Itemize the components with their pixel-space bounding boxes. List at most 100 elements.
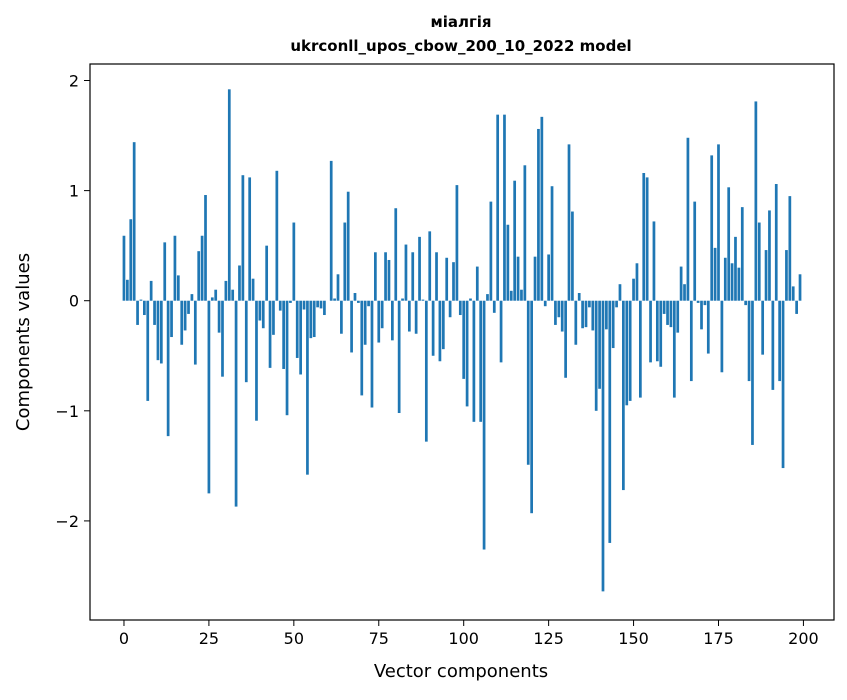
bar [448, 300, 452, 318]
bar [357, 300, 360, 303]
bar [173, 235, 177, 301]
bar [418, 236, 421, 301]
bar [207, 300, 211, 494]
bar [689, 300, 693, 382]
bar [475, 266, 479, 301]
x-tick-label: 175 [703, 629, 734, 648]
bar [384, 252, 387, 301]
bar [217, 300, 221, 333]
bar [771, 300, 775, 390]
y-tick-label: 1 [69, 182, 79, 201]
bar [591, 300, 595, 331]
plot-frame [89, 63, 835, 621]
bar [598, 300, 601, 389]
bar [190, 294, 194, 301]
bar [601, 300, 605, 592]
bar [642, 173, 646, 301]
bar [319, 300, 323, 309]
bar [795, 300, 798, 314]
bar [740, 207, 744, 301]
x-tick-label: 125 [533, 629, 564, 648]
bar [251, 278, 255, 301]
bar [407, 300, 411, 332]
bar [299, 300, 302, 375]
bar [774, 184, 778, 301]
bar [306, 300, 309, 475]
bar [645, 177, 649, 301]
bar [200, 235, 204, 301]
bar [255, 300, 258, 421]
bar [126, 279, 129, 301]
bar [452, 262, 455, 301]
chart-title: міалгія [430, 13, 491, 31]
bar [411, 252, 415, 301]
bar [526, 300, 530, 465]
bar [581, 300, 584, 329]
bar [564, 300, 567, 378]
bar [744, 300, 748, 306]
bar [554, 300, 557, 325]
bar [241, 175, 245, 301]
bar [374, 252, 377, 301]
bar [445, 257, 449, 301]
bar [479, 300, 483, 422]
y-tick-label: −2 [55, 512, 79, 531]
bar [751, 300, 754, 445]
bar [197, 251, 201, 301]
bar [210, 297, 214, 301]
bar [533, 256, 537, 301]
x-axis: 0 25 50 75 100 125 150 175 200 [119, 620, 819, 648]
bar [622, 300, 625, 491]
bar [397, 300, 401, 414]
bar [652, 221, 656, 301]
bar [221, 300, 224, 377]
bar [615, 300, 618, 308]
x-tick-label: 200 [788, 629, 819, 648]
y-tick-label: 2 [69, 72, 79, 91]
bar [404, 244, 408, 301]
bar [781, 300, 785, 469]
bar [180, 300, 184, 345]
bar [723, 257, 727, 301]
bar [193, 300, 197, 365]
bar [710, 155, 714, 301]
bar [649, 300, 652, 363]
bar [683, 284, 686, 301]
bar [268, 300, 272, 368]
bar [584, 300, 588, 328]
bar [292, 222, 296, 301]
x-tick-label: 0 [119, 629, 129, 648]
x-tick-label: 50 [284, 629, 304, 648]
bar [655, 300, 659, 362]
bar [713, 247, 717, 301]
bar [482, 300, 486, 550]
bar [588, 300, 591, 308]
bar [509, 290, 513, 301]
bar [788, 196, 792, 301]
bar [577, 293, 581, 301]
bar [343, 222, 347, 301]
chart-subtitle: ukrconll_upos_cbow_200_10_2022 model [290, 37, 631, 55]
bar [492, 300, 496, 313]
bar [360, 300, 364, 396]
bar [506, 224, 510, 301]
bar [547, 254, 550, 301]
bar [394, 208, 398, 301]
bar [785, 250, 788, 301]
bar [285, 300, 289, 416]
bar [567, 144, 571, 301]
x-tick-label: 75 [369, 629, 389, 648]
bar [441, 300, 445, 350]
bar [696, 300, 700, 303]
bar [136, 300, 139, 325]
bar [428, 231, 432, 301]
bar [401, 298, 404, 301]
bar [163, 242, 167, 301]
bar [204, 195, 207, 301]
bar [635, 263, 639, 301]
y-axis-label: Components values [13, 253, 34, 431]
bar [666, 300, 669, 325]
bar [387, 259, 391, 301]
bar [146, 300, 150, 401]
x-tick-label: 100 [448, 629, 479, 648]
